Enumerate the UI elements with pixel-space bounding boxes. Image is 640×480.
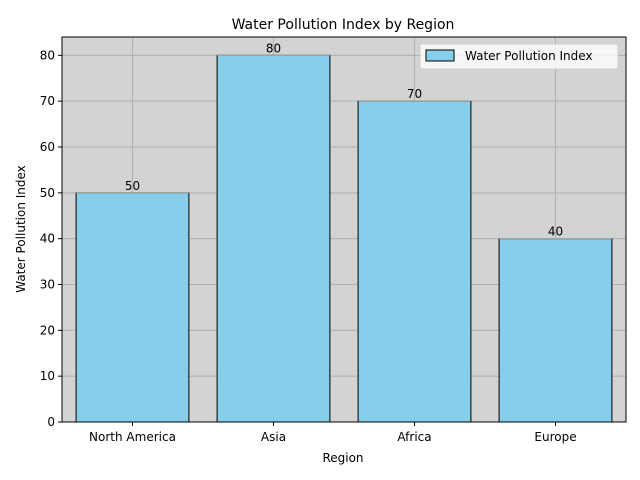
bar-value-label: 70 [407, 87, 422, 101]
bars [75, 54, 613, 423]
bar-europe [498, 238, 613, 423]
x-tick-label: Africa [397, 430, 431, 444]
y-axis-title: Water Pollution Index [14, 165, 28, 293]
bar-north-america [75, 192, 190, 423]
y-tick-label: 10 [40, 369, 55, 383]
y-tick-label: 50 [40, 186, 55, 200]
legend-box [419, 43, 619, 70]
bar-value-label: 40 [548, 225, 563, 239]
y-tick-label: 30 [40, 278, 55, 292]
legend-label: Water Pollution Index [465, 49, 593, 63]
y-tick-label: 20 [40, 323, 55, 337]
x-tick-label: Europe [534, 430, 576, 444]
x-axis-title: Region [322, 451, 363, 465]
x-tick-label: Asia [261, 430, 286, 444]
y-axis: 0 10 20 30 40 50 60 70 80 [40, 48, 62, 429]
y-tick-label: 80 [40, 48, 55, 62]
bar-africa [357, 100, 472, 423]
y-tick-label: 60 [40, 140, 55, 154]
legend-swatch [425, 49, 455, 62]
x-tick-label: North America [89, 430, 176, 444]
bar-value-label: 80 [266, 41, 281, 55]
bar-value-label: 50 [125, 179, 140, 193]
plot-frame [61, 36, 627, 423]
y-tick-label: 0 [47, 415, 55, 429]
x-axis: North America Asia Africa Europe [89, 422, 577, 444]
legend: Water Pollution Index [419, 43, 619, 70]
chart-title: Water Pollution Index by Region [232, 17, 455, 33]
bar-value-labels: 50 80 70 40 [125, 41, 563, 238]
bar-asia [216, 54, 331, 423]
y-tick-label: 40 [40, 232, 55, 246]
y-tick-label: 70 [40, 94, 55, 108]
